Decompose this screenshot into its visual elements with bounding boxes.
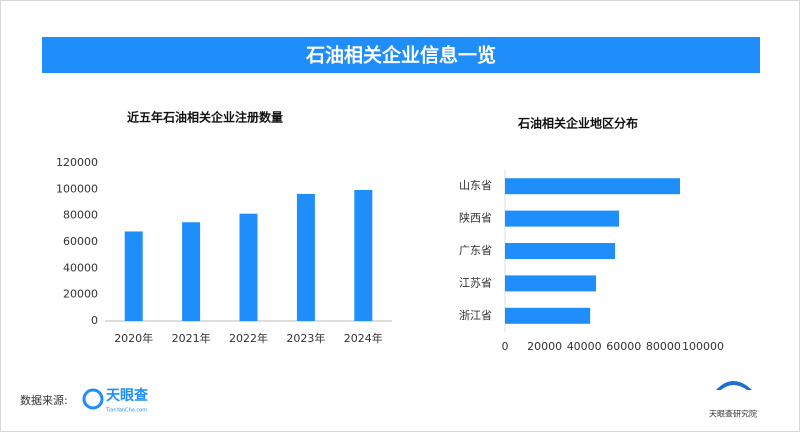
logo-site: TianYanCha.com bbox=[105, 408, 147, 414]
institute: 天眼查研究院 bbox=[709, 409, 757, 419]
y-tick-label: 20000 bbox=[63, 288, 98, 301]
bar bbox=[505, 210, 620, 227]
bar bbox=[505, 178, 681, 195]
chart-title: 近五年石油相关企业注册数量 bbox=[127, 110, 283, 125]
bar bbox=[239, 213, 258, 321]
x-tick-label: 2020年 bbox=[114, 331, 153, 345]
x-tick-label: 100000 bbox=[682, 340, 724, 353]
x-tick-label: 0 bbox=[502, 340, 509, 353]
x-tick-label: 40000 bbox=[567, 340, 602, 353]
y-tick-label: 100000 bbox=[56, 182, 98, 195]
page-title: 石油相关企业信息一览 bbox=[305, 44, 496, 67]
y-tick-label: 80000 bbox=[63, 209, 98, 222]
bar bbox=[296, 193, 315, 321]
bar bbox=[124, 231, 143, 321]
x-tick-label: 2022年 bbox=[229, 331, 268, 345]
bar bbox=[182, 222, 201, 321]
y-tick-label: 浙江省 bbox=[459, 309, 492, 322]
y-tick-label: 60000 bbox=[63, 235, 98, 248]
y-tick-label: 广东省 bbox=[459, 244, 492, 257]
banner bbox=[42, 37, 760, 73]
bar bbox=[505, 243, 616, 259]
x-tick-label: 2024年 bbox=[344, 331, 383, 345]
y-tick-label: 40000 bbox=[63, 261, 98, 274]
source-label: 数据来源: bbox=[20, 393, 68, 407]
y-tick-label: 江苏省 bbox=[459, 276, 492, 289]
chart-title: 石油相关企业地区分布 bbox=[517, 116, 638, 131]
y-tick-label: 120000 bbox=[56, 156, 98, 169]
bar bbox=[505, 307, 591, 324]
y-tick-label: 0 bbox=[91, 314, 98, 327]
logo-icon bbox=[82, 388, 104, 410]
x-tick-label: 2021年 bbox=[172, 331, 211, 345]
bar bbox=[354, 189, 373, 321]
x-tick-label: 20000 bbox=[527, 340, 562, 353]
x-tick-label: 2023年 bbox=[286, 331, 325, 345]
x-tick-label: 80000 bbox=[646, 340, 681, 353]
x-tick-label: 60000 bbox=[606, 340, 641, 353]
institute-icon bbox=[716, 381, 752, 390]
y-tick-label: 陕西省 bbox=[459, 211, 492, 225]
logo-name: 天眼查 bbox=[106, 387, 149, 404]
y-tick-label: 山东省 bbox=[459, 179, 492, 192]
bar bbox=[505, 275, 597, 292]
